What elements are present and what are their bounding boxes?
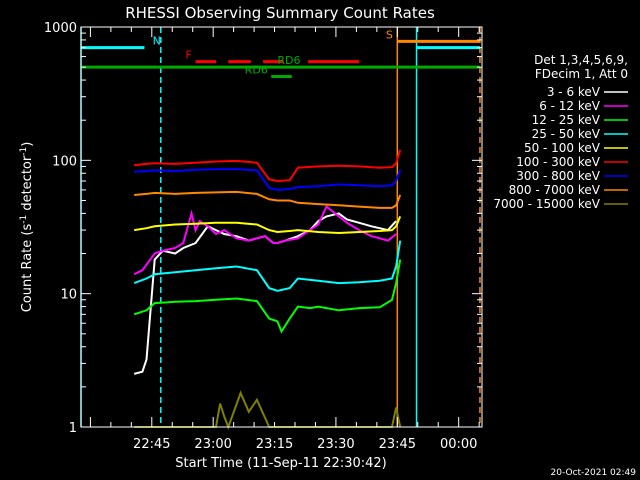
legend: Det 1,3,4,5,6,9, FDecim 1, Att 0 3 - 6 k… xyxy=(493,53,628,211)
legend-entry-label: 3 - 6 keV xyxy=(547,85,601,99)
time-markers xyxy=(80,27,481,427)
legend-header-line-2: FDecim 1, Att 0 xyxy=(535,67,628,81)
series-line xyxy=(133,240,402,292)
x-tick-label: 23:00 xyxy=(194,437,231,452)
x-axis: 22:45 23:00 23:15 23:30 23:45 00:00 xyxy=(89,27,480,452)
y-axis-label-superscript: -1 xyxy=(19,215,29,224)
x-axis-label: Start Time (11-Sep-11 22:30:42) xyxy=(175,456,386,471)
chart-title: RHESSI Observing Summary Count Rates xyxy=(125,4,435,22)
legend-entry-label: 7000 - 15000 keV xyxy=(493,197,600,211)
status-flags: N S F RD6 RD6 xyxy=(81,28,480,79)
y-tick-label: 10 xyxy=(60,288,77,303)
y-tick-label: 1 xyxy=(69,421,77,436)
footer-timestamp: 20-Oct-2021 02:49 xyxy=(551,468,637,478)
legend-entry-label: 800 - 7000 keV xyxy=(509,183,601,197)
flag-label: N xyxy=(153,35,161,48)
flag-label: F xyxy=(185,49,191,62)
series-group xyxy=(133,149,402,430)
flag-label: S xyxy=(386,28,393,41)
legend-entry-label: 50 - 100 keV xyxy=(524,141,601,155)
series-line xyxy=(133,259,402,334)
legend-entry-label: 100 - 300 keV xyxy=(516,155,600,169)
x-tick-label: 23:30 xyxy=(317,437,354,452)
legend-header-line-1: Det 1,3,4,5,6,9, xyxy=(534,53,628,67)
legend-entry-label: 12 - 25 keV xyxy=(532,113,601,127)
series-line xyxy=(134,190,402,209)
legend-entry-label: 300 - 800 keV xyxy=(516,169,600,183)
flag-label: RD6 xyxy=(245,64,268,77)
plot-frame xyxy=(80,26,483,428)
series-line xyxy=(134,149,402,183)
y-axis: 1 10 100 1000 xyxy=(44,21,482,436)
y-axis-label: Count Rate (s-1 detector-1) xyxy=(19,142,35,313)
x-tick-label: 22:45 xyxy=(133,437,170,452)
legend-entry-label: 25 - 50 keV xyxy=(532,127,601,141)
series-line xyxy=(134,216,402,235)
y-tick-label: 1000 xyxy=(44,21,77,36)
legend-entry-label: 6 - 12 keV xyxy=(539,99,601,113)
x-tick-label: 23:45 xyxy=(379,437,416,452)
flag-label: RD6 xyxy=(277,54,300,67)
series-line xyxy=(133,205,397,276)
x-tick-label: 23:15 xyxy=(256,437,293,452)
y-axis-label-main: Count Rate (s xyxy=(20,224,35,313)
y-tick-label: 100 xyxy=(52,154,77,169)
series-line xyxy=(134,390,402,430)
y-axis-label-superscript-2: -1 xyxy=(19,147,29,156)
y-axis-label-end: ) xyxy=(20,142,35,147)
x-tick-label: 00:00 xyxy=(440,437,477,452)
series-line xyxy=(134,168,402,191)
y-axis-label-middle: detector xyxy=(20,155,35,215)
